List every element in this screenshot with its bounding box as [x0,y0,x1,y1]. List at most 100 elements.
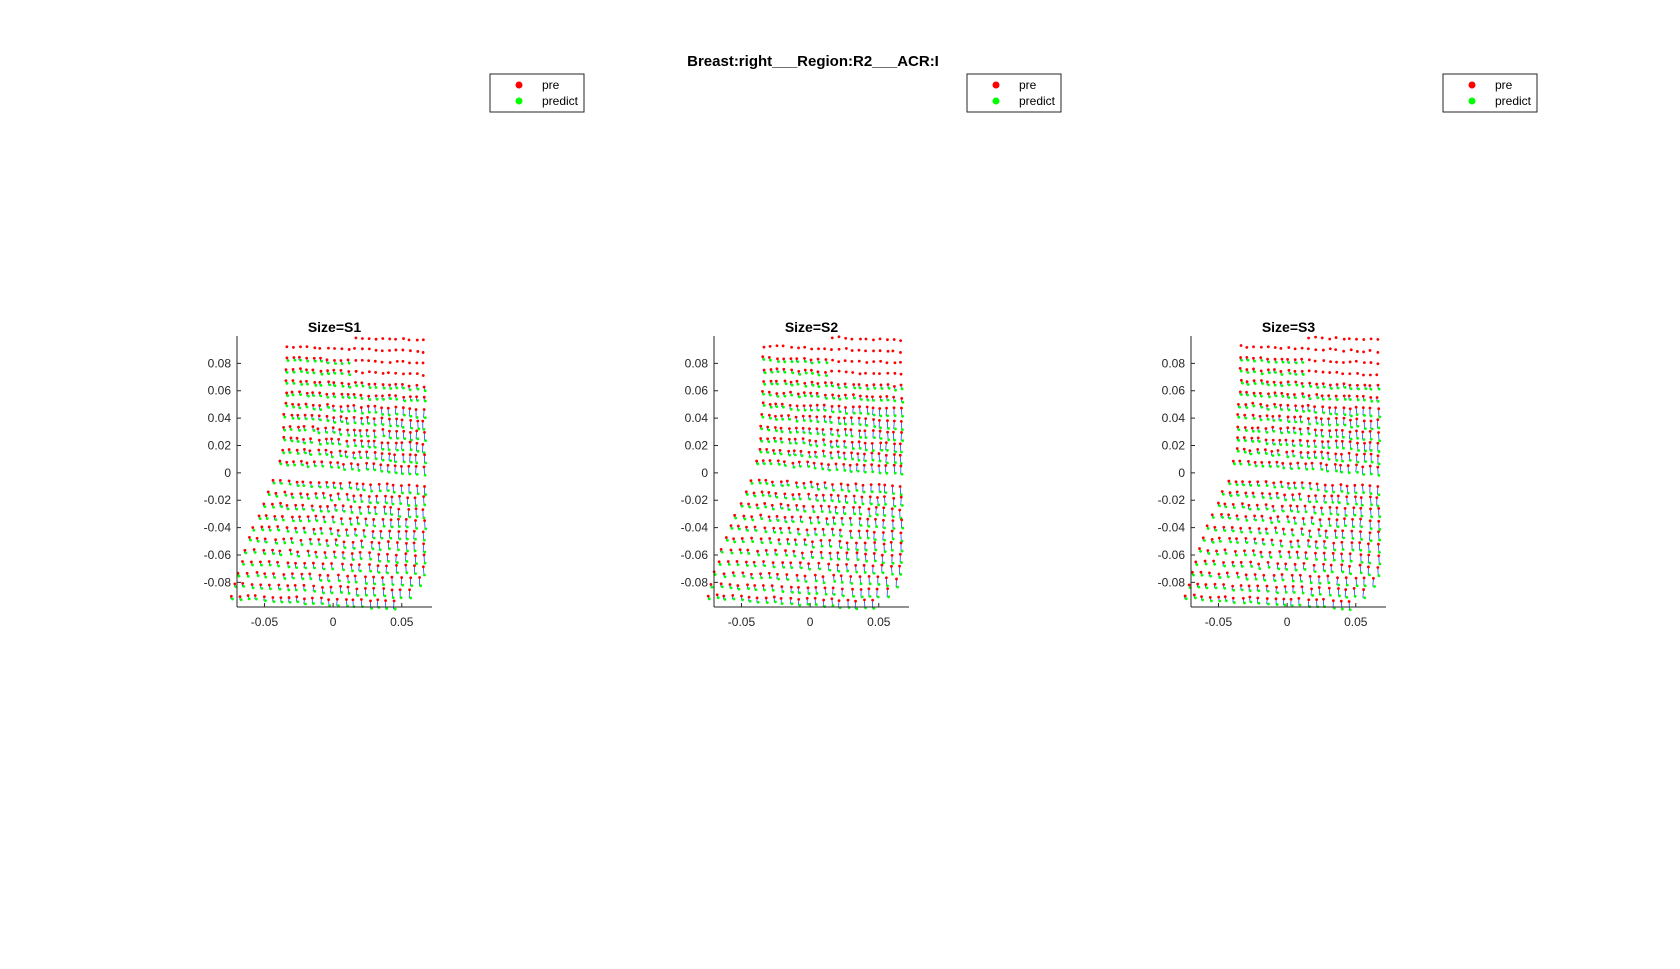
predict-point [309,577,313,581]
pre-point [408,372,412,375]
pre-point [802,504,806,508]
predict-point [1311,467,1315,471]
predict-point [368,511,371,515]
predict-point [760,427,764,431]
predict-point [769,405,773,409]
predict-point [885,448,889,452]
predict-point [1299,432,1303,436]
pre-point [811,540,814,544]
pre-point [837,599,841,603]
pre-point [1204,583,1208,586]
predict-point [1211,540,1215,544]
predict-point [1244,416,1248,420]
pre-point [400,464,403,468]
predict-point [871,449,875,452]
pre-point [340,381,344,385]
pre-point [764,548,768,552]
predict-point [865,559,869,563]
pre-point [821,428,825,431]
pre-point [1270,450,1274,453]
predict-point [821,467,825,471]
pre-point [1236,413,1240,416]
predict-point [781,405,785,409]
pre-point [1323,494,1326,498]
predict-point [396,448,399,452]
pre-point [311,403,315,407]
pre-point [416,350,420,353]
predict-point [855,607,859,611]
pre-point [1376,485,1380,488]
pre-point [1339,599,1343,603]
predict-point [272,481,276,485]
predict-point [410,438,413,442]
predict-point [1308,500,1312,504]
pre-point [1260,379,1263,382]
predict-point [264,599,267,603]
pre-point [1272,380,1276,384]
predict-point [775,495,779,499]
predict-point [1295,409,1299,413]
predict-point [867,524,871,528]
pre-point [353,346,356,350]
predict-point [372,536,376,540]
pre-point [1348,430,1352,434]
pre-point [803,538,807,542]
predict-point [1287,420,1291,424]
predict-point [416,449,420,453]
predict-point [306,382,309,386]
pre-point [386,463,390,467]
pre-point [367,359,371,363]
predict-point [770,382,774,386]
predict-point [1299,444,1303,447]
pre-point [740,537,744,540]
predict-point [856,558,860,562]
pre-point [395,359,399,363]
pre-point [1265,597,1269,600]
predict-point [838,397,842,401]
predict-point [789,441,792,445]
predict-point [1344,524,1347,528]
pre-point [872,552,876,555]
pre-point [1343,507,1347,510]
predict-point [901,414,904,418]
pre-point [388,452,391,456]
pre-point [795,481,798,485]
predict-point [1291,533,1295,537]
pre-point [740,594,743,598]
pre-point [421,508,425,512]
pre-point [1368,349,1372,352]
pre-point [1310,587,1313,591]
predict-point [423,389,427,393]
pre-point [257,514,261,518]
pre-point [781,344,785,348]
pre-point [1368,531,1372,535]
pre-point [800,551,804,555]
pre-point [421,565,425,569]
y-tick-label: 0.08 [208,356,232,370]
pre-point [1256,426,1260,430]
pre-point [374,348,378,352]
pre-point [1299,415,1302,419]
pre-point [401,348,405,352]
pre-point [1227,479,1231,483]
pre-point [781,561,785,564]
pre-point [314,492,318,495]
pre-point [1297,597,1301,600]
pre-point [241,560,244,563]
pre-point [294,503,298,507]
predict-point [748,505,752,509]
predict-point [303,428,307,432]
pre-point [882,518,885,522]
pre-point [1306,439,1309,443]
pre-point [342,540,346,544]
pre-point [1321,405,1325,409]
predict-point [729,586,733,590]
pre-point [356,463,360,466]
pre-point [1286,358,1289,361]
pre-point [1328,505,1332,509]
predict-point [886,398,890,402]
pre-point [837,404,841,408]
pre-point [1291,449,1295,453]
predict-point [840,534,843,538]
predict-point [1260,394,1263,398]
